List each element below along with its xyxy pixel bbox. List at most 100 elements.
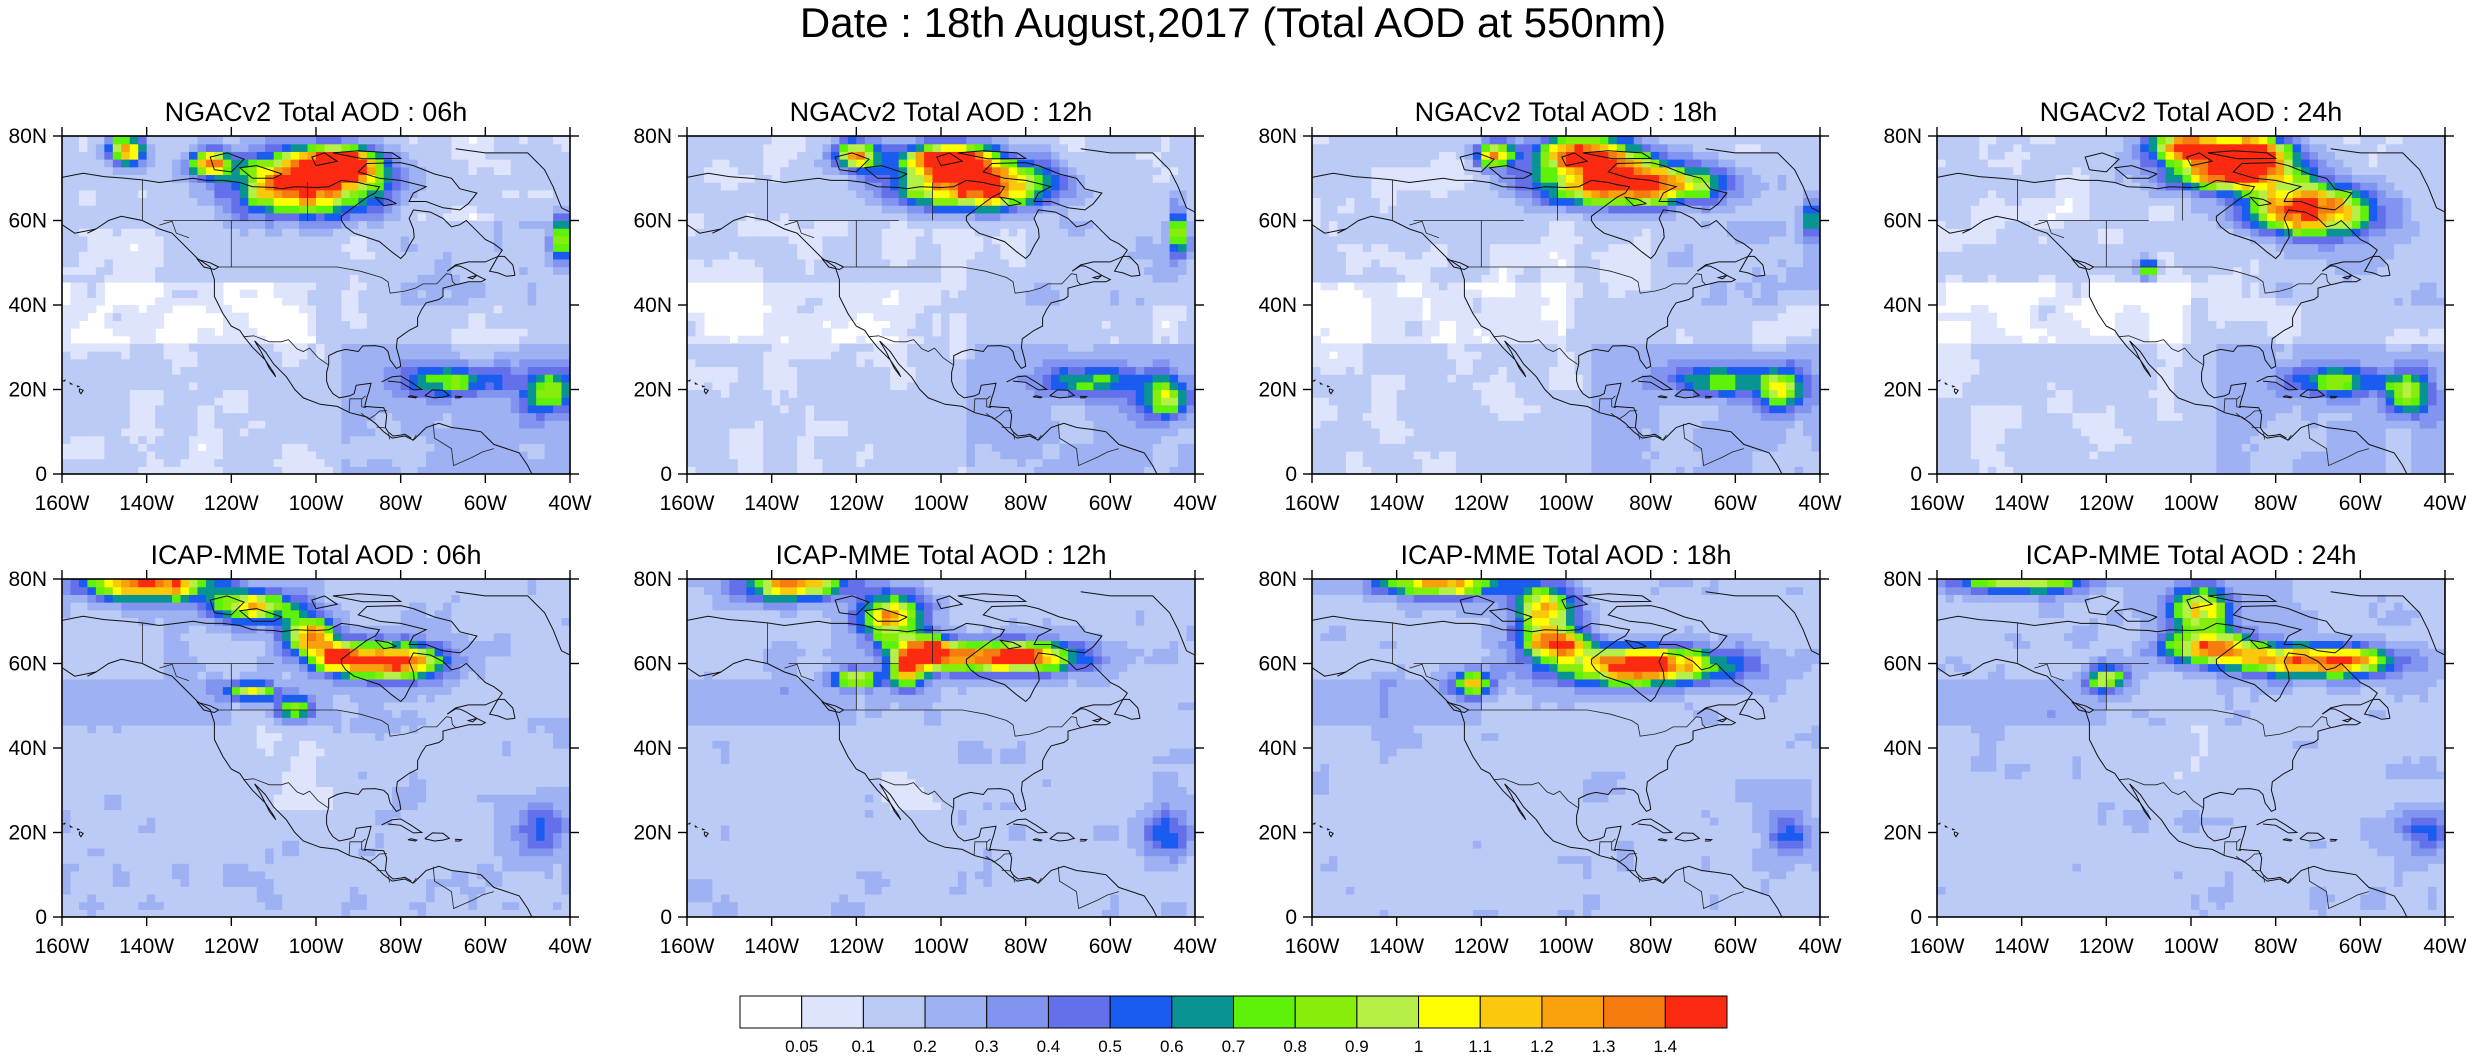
colorbar-label: 1.4 (1653, 1037, 1677, 1056)
lon-tick-label: 60W (464, 935, 507, 958)
lat-tick-label: 20N (633, 822, 672, 845)
lat-tick-label: 40N (633, 294, 672, 317)
lon-tick-label: 80W (379, 935, 422, 958)
lon-tick-label: 140W (1994, 935, 2049, 958)
colorbar-label: 0.5 (1098, 1037, 1122, 1056)
lon-tick-label: 160W (660, 492, 715, 515)
lon-tick-label: 60W (1714, 492, 1757, 515)
colorbar-label: 1 (1414, 1037, 1423, 1056)
coastlines (1312, 148, 1820, 474)
lat-tick-label: 0 (1285, 463, 1297, 486)
lon-tick-label: 40W (2423, 492, 2466, 515)
lon-tick-label: 40W (1173, 935, 1216, 958)
colorbar-label: 0.9 (1345, 1037, 1369, 1056)
lon-tick-label: 160W (1285, 492, 1340, 515)
lat-tick-label: 0 (660, 463, 672, 486)
colorbar-swatch (1418, 995, 1481, 1029)
lat-tick-label: 40N (633, 737, 672, 760)
lat-tick-label: 80N (1258, 125, 1297, 148)
lat-tick-label: 80N (633, 125, 672, 148)
colorbar-swatch (1171, 995, 1235, 1029)
borders (141, 179, 494, 467)
colorbar-label: 0.2 (913, 1037, 937, 1056)
lon-tick-label: 160W (660, 935, 715, 958)
colorbar-label: 0.3 (975, 1037, 999, 1056)
lat-tick-label: 60N (1883, 210, 1922, 233)
lon-tick-label: 100W (2164, 935, 2219, 958)
coastlines (687, 591, 1195, 917)
borders (767, 622, 1119, 910)
lon-tick-label: 40W (548, 492, 591, 515)
lon-tick-label: 120W (204, 492, 259, 515)
lat-tick-label: 80N (8, 568, 47, 591)
panel-title: NGACv2 Total AOD : 12h (790, 97, 1093, 127)
lon-tick-label: 80W (1004, 492, 1047, 515)
borders (141, 622, 494, 910)
lat-tick-label: 60N (633, 210, 672, 233)
lon-tick-label: 60W (1089, 492, 1132, 515)
aod-field (687, 579, 1195, 917)
lat-tick-label: 0 (1910, 906, 1922, 929)
borders (1392, 179, 1744, 467)
lat-tick-label: 20N (1258, 379, 1297, 402)
lon-tick-label: 60W (1089, 935, 1132, 958)
colorbar-swatch (739, 995, 803, 1029)
lon-tick-label: 60W (2339, 935, 2382, 958)
aod-field (1312, 579, 1820, 917)
lat-tick-label: 20N (8, 822, 47, 845)
map-panel-1: 160W 140W 120W 100W 80W 60W 40W 0 20N 40N 60N 80N NG… (8, 97, 591, 515)
lon-tick-label: 100W (914, 935, 969, 958)
lat-tick-label: 20N (633, 379, 672, 402)
borders (767, 179, 1119, 467)
colorbar-label: 0.6 (1160, 1037, 1184, 1056)
lon-tick-label: 140W (1994, 492, 2049, 515)
lat-tick-label: 60N (1883, 653, 1922, 676)
lon-tick-label: 140W (119, 935, 174, 958)
lon-tick-label: 160W (1910, 935, 1965, 958)
figure-title: Date : 18th August,2017 (Total AOD at 55… (0, 0, 2466, 46)
colorbar-swatch (1664, 995, 1728, 1029)
colorbar-label: 0.8 (1283, 1037, 1307, 1056)
lat-tick-label: 40N (8, 737, 47, 760)
lon-tick-label: 80W (379, 492, 422, 515)
lon-tick-label: 40W (1798, 935, 1841, 958)
lon-tick-label: 120W (2079, 492, 2134, 515)
borders (2017, 622, 2369, 910)
lon-tick-label: 40W (1173, 492, 1216, 515)
lon-tick-label: 140W (119, 492, 174, 515)
lon-tick-label: 100W (1539, 935, 1594, 958)
panel-title: NGACv2 Total AOD : 18h (1415, 97, 1718, 127)
lon-tick-label: 160W (1285, 935, 1340, 958)
aod-field (1312, 136, 1820, 474)
lat-tick-label: 0 (35, 906, 47, 929)
map-panel-7: 160W 140W 120W 100W 80W 60W 40W 0 20N 40N 60N 80N IC… (1258, 540, 1841, 958)
lon-tick-label: 120W (1454, 935, 1509, 958)
panel-title: ICAP-MME Total AOD : 06h (150, 540, 481, 570)
lon-tick-label: 100W (289, 492, 344, 515)
map-panel-6: 160W 140W 120W 100W 80W 60W 40W 0 20N 40N 60N 80N IC… (633, 540, 1216, 958)
lat-tick-label: 0 (35, 463, 47, 486)
map-panel-2: 160W 140W 120W 100W 80W 60W 40W 0 20N 40N 60N 80N NG… (633, 97, 1216, 515)
colorbar-swatch (1047, 995, 1111, 1029)
lat-tick-label: 60N (633, 653, 672, 676)
coastlines (62, 591, 570, 917)
lon-tick-label: 120W (1454, 492, 1509, 515)
lon-tick-label: 140W (1369, 935, 1424, 958)
coastlines (1937, 148, 2445, 474)
colorbar-swatch (924, 995, 988, 1029)
lon-tick-label: 100W (1539, 492, 1594, 515)
lon-tick-label: 100W (289, 935, 344, 958)
lon-tick-label: 120W (829, 935, 884, 958)
coastlines (687, 148, 1195, 474)
colorbar-swatch (1109, 995, 1173, 1029)
lat-tick-label: 80N (633, 568, 672, 591)
map-panel-3: 160W 140W 120W 100W 80W 60W 40W 0 20N 40N 60N 80N NG… (1258, 97, 1841, 515)
lon-tick-label: 120W (204, 935, 259, 958)
colorbar-label: 1.2 (1530, 1037, 1554, 1056)
lat-tick-label: 0 (1910, 463, 1922, 486)
map-panel-4: 160W 140W 120W 100W 80W 60W 40W 0 20N 40N 60N 80N NG… (1883, 97, 2466, 515)
lon-tick-label: 80W (2254, 935, 2297, 958)
lat-tick-label: 20N (1258, 822, 1297, 845)
lat-tick-label: 40N (1258, 737, 1297, 760)
